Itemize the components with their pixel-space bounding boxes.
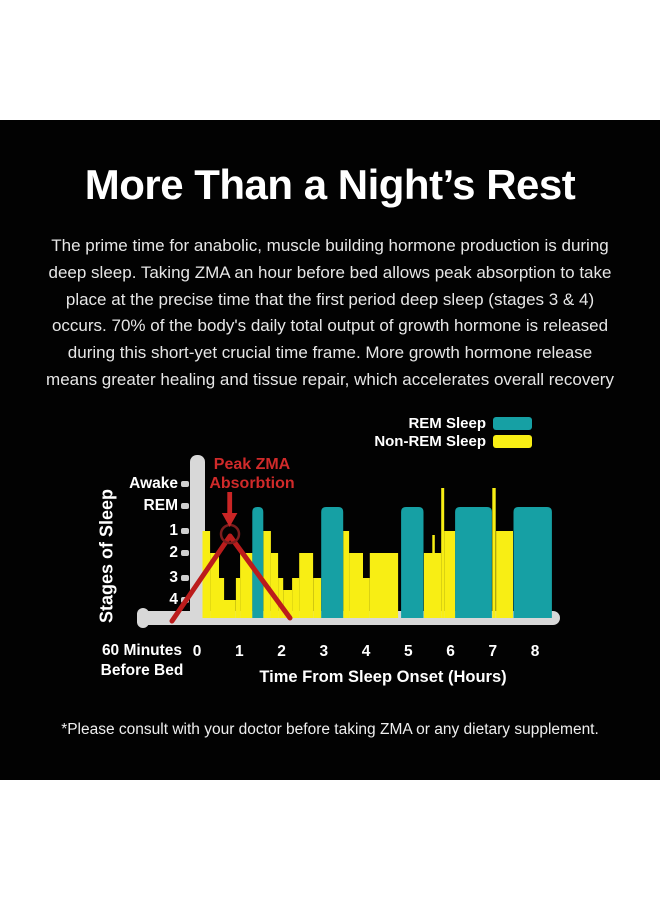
arousal-spike <box>432 535 435 618</box>
pre-sleep-label-line: Before Bed <box>100 662 184 679</box>
rem-bar <box>513 507 552 618</box>
y-axis-tick <box>181 481 189 487</box>
rem-bar <box>252 507 264 618</box>
x-axis-label: 8 <box>530 643 540 660</box>
intro-line: occurs. 70% of the body's daily total ou… <box>51 316 609 336</box>
y-axis-label: 2 <box>169 544 178 561</box>
non-rem-segment <box>313 578 322 618</box>
x-axis-label: 6 <box>446 643 455 660</box>
non-rem-segment <box>270 553 279 618</box>
x-axis-label: 4 <box>361 643 371 660</box>
page-title: More Than a Night’s Rest <box>84 161 576 208</box>
y-axis-label: 1 <box>169 522 178 539</box>
x-axis-label: 3 <box>319 643 329 660</box>
non-rem-segment <box>496 531 513 618</box>
intro-paragraph: The prime time for anabolic, muscle buil… <box>20 233 640 394</box>
non-rem-segment <box>444 531 456 618</box>
x-axis-title: Time From Sleep Onset (Hours) <box>259 668 507 686</box>
black-artboard <box>0 120 660 780</box>
annotation-line: Absorbtion <box>209 475 295 492</box>
y-axis-label: Awake <box>129 475 178 492</box>
y-axis-label: REM <box>143 497 178 514</box>
y-axis-tick <box>181 503 189 509</box>
legend-row: REM Sleep <box>374 415 532 432</box>
arousal-spike <box>492 488 496 618</box>
y-axis-label: 4 <box>169 591 178 608</box>
non-rem-segment <box>369 553 399 618</box>
x-axis-label: 2 <box>277 643 286 660</box>
non-rem-segment <box>363 578 370 618</box>
rem-bar <box>401 507 424 618</box>
rem-bar <box>321 507 344 618</box>
non-rem-segment <box>210 553 219 618</box>
y-axis-tick <box>181 575 189 581</box>
non-rem-segment <box>278 578 284 618</box>
rem-bar <box>455 507 492 618</box>
non-rem-color-swatch <box>493 435 532 448</box>
intro-line: during this short-yet crucial time frame… <box>67 343 593 363</box>
non-rem-segment <box>343 531 350 618</box>
x-axis-label: 7 <box>488 643 498 660</box>
disclaimer-text: *Please consult with your doctor before … <box>61 721 599 738</box>
non-rem-segment <box>235 578 241 618</box>
zma-absorption-curve <box>169 533 293 624</box>
arousal-spike <box>441 488 445 618</box>
non-rem-segment <box>240 553 253 618</box>
non-rem-segment <box>349 553 363 618</box>
y-axis-label: 3 <box>169 569 178 586</box>
down-arrow-head <box>221 513 238 527</box>
legend-row: Non-REM Sleep <box>374 433 532 450</box>
annotation-line: Peak ZMA <box>213 456 291 473</box>
intro-line: deep sleep. Taking ZMA an hour before be… <box>48 262 612 282</box>
intro-line: place at the precise time that the first… <box>65 289 595 309</box>
rem-color-swatch <box>493 417 532 430</box>
non-rem-segment <box>219 578 225 618</box>
non-rem-segment <box>299 553 314 618</box>
non-rem-segment <box>292 578 300 618</box>
non-rem-segment <box>283 590 293 618</box>
non-rem-segment <box>224 600 236 618</box>
pre-sleep-label: 60 Minutes Before Bed <box>74 641 210 681</box>
y-axis-tick <box>181 528 189 534</box>
intro-line: The prime time for anabolic, muscle buil… <box>51 236 609 255</box>
x-axis-label: 1 <box>234 643 244 660</box>
legend-label: REM Sleep <box>408 415 486 432</box>
non-rem-segment <box>263 531 271 618</box>
y-axis-tick <box>181 550 189 556</box>
down-arrow-icon <box>227 492 233 515</box>
x-axis-label: 0 <box>192 643 202 660</box>
legend-label: Non-REM Sleep <box>374 433 486 450</box>
x-axis-label: 5 <box>403 643 413 660</box>
intro-line: means greater healing and tissue repair,… <box>46 369 614 389</box>
chart-legend: REM Sleep Non-REM Sleep <box>374 415 532 453</box>
peak-zma-annotation: Peak ZMA Absorbtion <box>172 455 332 493</box>
pre-sleep-label-line: 60 Minutes <box>101 642 183 659</box>
